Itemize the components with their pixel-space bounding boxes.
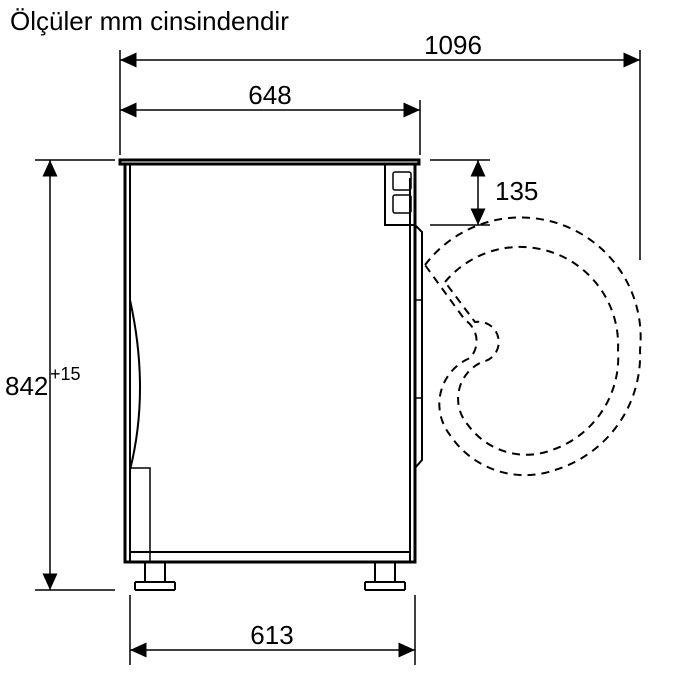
svg-text:613: 613 bbox=[250, 620, 293, 650]
dim-842: 842 +15 bbox=[5, 160, 115, 590]
svg-text:1096: 1096 bbox=[424, 30, 482, 60]
svg-text:648: 648 bbox=[248, 80, 291, 110]
door-swing-outline bbox=[425, 217, 641, 475]
dim-1096: 1096 bbox=[120, 30, 640, 260]
title: Ölçüler mm cinsindendir bbox=[10, 6, 289, 36]
appliance-body bbox=[120, 160, 422, 590]
svg-text:+15: +15 bbox=[50, 364, 81, 384]
svg-text:135: 135 bbox=[495, 176, 538, 206]
dim-648: 648 bbox=[120, 80, 420, 155]
svg-text:842: 842 bbox=[5, 371, 48, 401]
dim-613: 613 bbox=[130, 595, 415, 665]
dim-135: 135 bbox=[430, 160, 538, 225]
